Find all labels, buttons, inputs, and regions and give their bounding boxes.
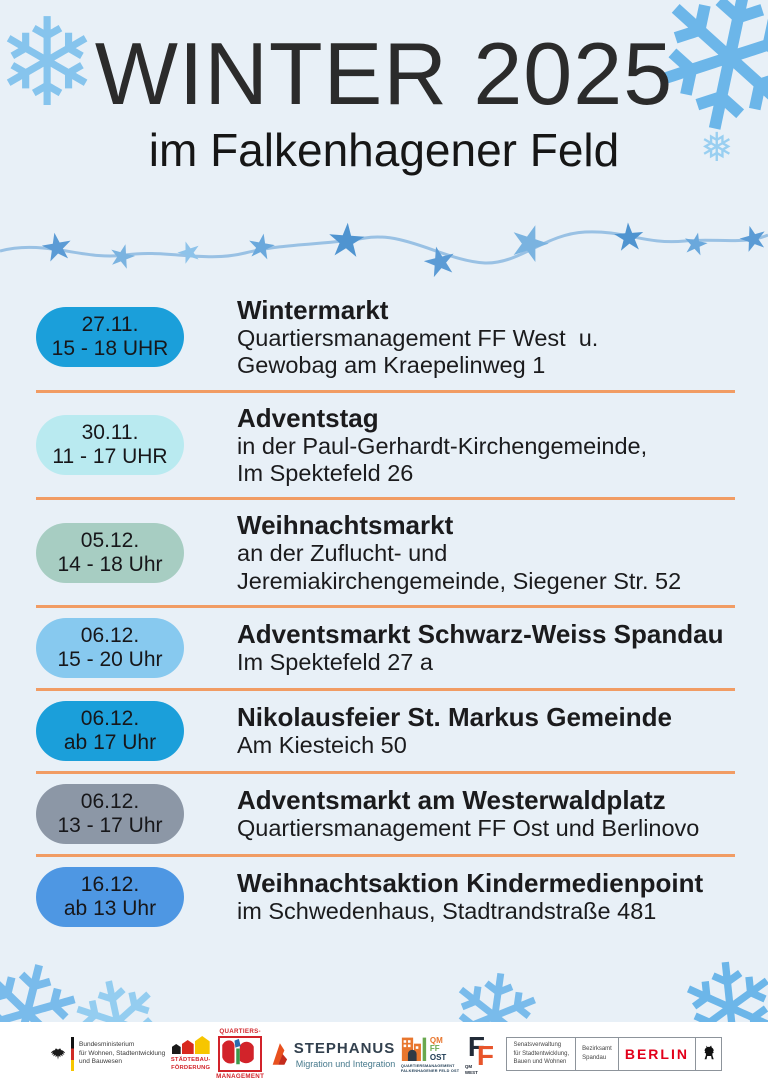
houses-icon [171, 1035, 210, 1054]
germany-flag-stripe [71, 1037, 74, 1071]
event-title: Adventsmarkt am Westerwaldplatz [237, 785, 666, 816]
ff-label: FF [429, 1044, 440, 1054]
stephanus-flame-icon [272, 1043, 287, 1065]
event-list: 27.11. 15 - 18 UHR Wintermarkt Quartiers… [36, 285, 735, 937]
event-text: Nikolausfeier St. Markus Gemeinde Am Kie… [237, 702, 672, 759]
snowflake-icon: ❅ [700, 126, 734, 170]
event-title: Nikolausfeier St. Markus Gemeinde [237, 702, 672, 733]
event-date-pill: 06.12. 13 - 17 Uhr [36, 783, 184, 844]
event-time: 15 - 18 UHR [51, 337, 169, 361]
footer-logo-bar: Bundesministerium für Wohnen, Stadtentwi… [0, 1022, 768, 1086]
event-time: 11 - 17 UHR [52, 444, 168, 468]
event-date: 06.12. [80, 789, 140, 813]
event-date-pill: 30.11. 11 - 17 UHR [36, 414, 184, 475]
event-date: 16.12. [80, 872, 140, 896]
event-row: 06.12. 15 - 20 Uhr Adventsmarkt Schwarz-… [36, 608, 735, 691]
event-details: Quartiersmanagement FF West u. Gewobag a… [237, 325, 599, 379]
event-details: Quartiersmanagement FF Ost und Berlinovo [237, 815, 700, 842]
logo-bundesministerium: Bundesministerium für Wohnen, Stadtentwi… [50, 1037, 165, 1071]
event-row: 30.11. 11 - 17 UHR Adventstag in der Pau… [36, 393, 735, 501]
event-text: Weihnachtsmarkt an der Zuflucht- und Jer… [237, 510, 681, 595]
ff-west-letter: F [467, 1031, 485, 1062]
event-date: 05.12. [80, 528, 140, 552]
event-text: Weihnachtsaktion Kindermedienpoint im Sc… [237, 868, 703, 925]
page-title: WINTER 2025 [94, 24, 674, 123]
event-title: Adventstag [237, 402, 379, 433]
snowflake-icon: ❄ [0, 0, 99, 131]
event-time: ab 17 Uhr [63, 730, 157, 754]
event-date-pill: 06.12. 15 - 20 Uhr [36, 617, 184, 678]
qm-ff-ost-top: QM FF OST [401, 1034, 446, 1062]
house-icon [171, 1043, 181, 1054]
event-row: 06.12. ab 17 Uhr Nikolausfeier St. Marku… [36, 691, 735, 774]
star-icon: ★ [324, 212, 370, 268]
qm-ff-ost-labels: QM FF OST [429, 1036, 447, 1062]
berlin-bear-cell [696, 1038, 721, 1070]
star-garland: ★ ★ ★ ★ ★ ★ ★ ★ ★ ★ [0, 203, 768, 289]
event-time: 13 - 17 Uhr [57, 813, 163, 837]
staedtebau-logo-text: STÄDTEBAU- FÖRDERUNG [170, 1056, 211, 1071]
federal-eagle-icon [50, 1048, 66, 1060]
event-details: im Schwedenhaus, Stadtrandstraße 481 [237, 898, 657, 925]
house-icon [181, 1039, 194, 1054]
logo-stephanus: STEPHANUS Migration und Integration [270, 1040, 396, 1069]
event-details: in der Paul-Gerhardt-Kirchengemeinde, Im… [237, 432, 648, 487]
event-date: 30.11. [81, 420, 139, 444]
logo-berlin-bar: Senatsverwaltung für Stadtentwicklung, B… [506, 1037, 722, 1071]
event-time: 15 - 20 Uhr [57, 647, 163, 671]
berlin-bear-icon [704, 1045, 714, 1060]
berlin-wordmark: BERLIN [624, 1046, 689, 1062]
event-details: Im Spektefeld 27 a [237, 649, 433, 676]
event-row: 06.12. 13 - 17 Uhr Adventsmarkt am Weste… [36, 774, 735, 857]
event-title: Weihnachtsmarkt [237, 510, 454, 541]
event-text: Adventsmarkt am Westerwaldplatz Quartier… [237, 785, 699, 842]
logo-quartiersmanagement: QUARTIERS- MANAGEMENT [216, 1028, 264, 1080]
event-details: an der Zuflucht- und Jeremiakirchengemei… [237, 540, 682, 594]
qm-logo-bottom-text: MANAGEMENT [216, 1073, 265, 1080]
event-date-pill: 16.12. ab 13 Uhr [36, 866, 184, 927]
event-date-pill: 05.12. 14 - 18 Uhr [36, 522, 184, 583]
house-icon [194, 1035, 210, 1054]
qm-label: QM [429, 1036, 443, 1046]
event-title: Wintermarkt [237, 295, 389, 325]
event-text: Adventsmarkt Schwarz-Weiss Spandau Im Sp… [237, 619, 723, 676]
event-date: 06.12. [80, 706, 140, 730]
stephanus-text: STEPHANUS Migration und Integration [294, 1040, 396, 1069]
ff-west-letter: F [476, 1040, 494, 1071]
poster-header: WINTER 2025 im Falkenhagener Feld [0, 24, 768, 177]
stephanus-name: STEPHANUS [293, 1039, 396, 1057]
star-icon: ★ [610, 215, 648, 261]
event-row: 16.12. ab 13 Uhr Weihnachtsaktion Kinder… [36, 857, 735, 937]
qm-ff-ost-subtext: QUARTIERSMANAGEMENT FALKENHAGENER FELD O… [400, 1063, 460, 1073]
stephanus-tagline: Migration und Integration [295, 1058, 396, 1069]
logo-staedtebaufoerderung: STÄDTEBAU- FÖRDERUNG [170, 1035, 211, 1072]
qm-logo-top-text: QUARTIERS- [219, 1028, 261, 1035]
event-date-pill: 06.12. ab 17 Uhr [36, 700, 184, 761]
building-icon [401, 1037, 426, 1061]
event-text: Wintermarkt Quartiersmanagement FF West … [237, 295, 598, 380]
senatsverwaltung-text: Senatsverwaltung für Stadtentwicklung, B… [507, 1038, 577, 1070]
event-row: 05.12. 14 - 18 Uhr Weihnachtsmarkt an de… [36, 500, 735, 608]
ost-label: OST [429, 1052, 447, 1062]
logo-qm-ff-ost: QM FF OST QUARTIERSMANAGEMENT FALKENHAGE… [401, 1034, 459, 1075]
event-title: Weihnachtsaktion Kindermedienpoint [237, 868, 704, 899]
quartiersmanagement-art-icon [218, 1036, 263, 1072]
event-time: 14 - 18 Uhr [57, 552, 163, 576]
bund-logo-text: Bundesministerium für Wohnen, Stadtentwi… [79, 1040, 166, 1066]
event-date-pill: 27.11. 15 - 18 UHR [36, 307, 184, 368]
event-time: ab 13 Uhr [63, 896, 157, 920]
logo-qm-ff-west: F F QM WEST [465, 1033, 501, 1075]
qm-west-label: QM WEST [464, 1064, 478, 1075]
event-row: 27.11. 15 - 18 UHR Wintermarkt Quartiers… [36, 285, 735, 393]
bezirksamt-text: Bezirksamt Spandau [576, 1038, 619, 1070]
event-date: 06.12. [80, 623, 140, 647]
event-title: Adventsmarkt Schwarz-Weiss Spandau [237, 619, 724, 650]
event-details: Am Kiesteich 50 [237, 732, 407, 759]
event-text: Adventstag in der Paul-Gerhardt-Kircheng… [237, 403, 647, 488]
garland-string [0, 230, 768, 265]
page-subtitle: im Falkenhagener Feld [148, 124, 620, 177]
event-date: 27.11. [81, 313, 139, 337]
